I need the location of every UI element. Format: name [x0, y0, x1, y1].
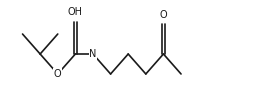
Text: O: O — [160, 10, 167, 20]
Text: N: N — [89, 49, 97, 59]
Text: OH: OH — [68, 7, 83, 17]
Text: O: O — [54, 69, 62, 79]
